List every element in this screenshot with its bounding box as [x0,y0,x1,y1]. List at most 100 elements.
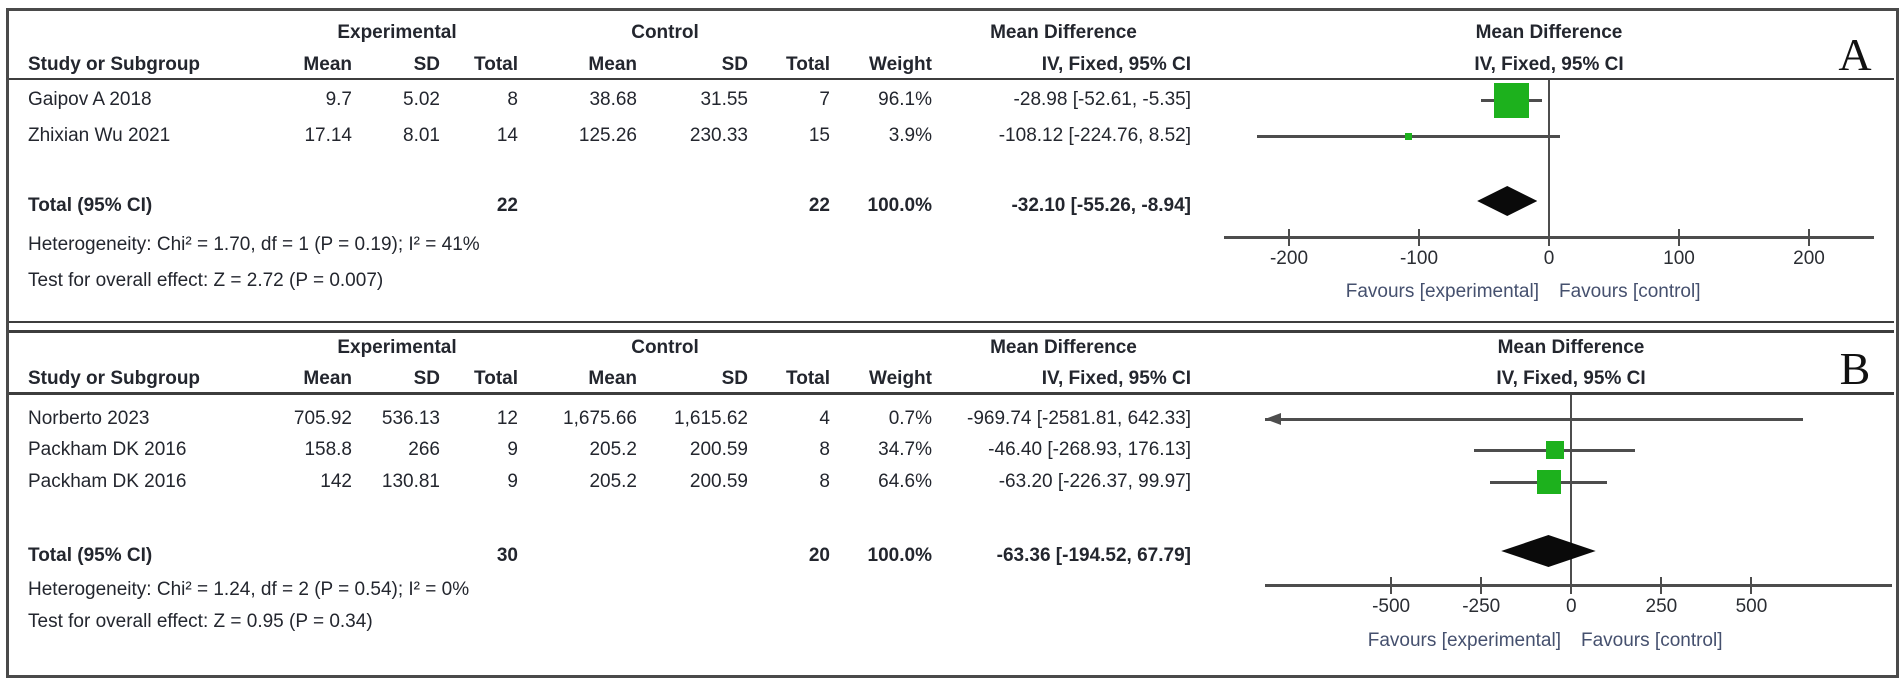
exp-total: 14 [496,125,518,146]
total-exp-n: 22 [496,195,518,216]
ctrl-mean: 125.26 [578,125,637,146]
table-row: Norberto 2023 705.92 536.13 12 1,675.66 1,615… [0,407,1210,431]
axis-tick [1390,577,1393,594]
effect-square [1404,132,1412,140]
exp-mean: 17.14 [304,125,352,146]
ctrl-sd: 31.55 [700,89,748,110]
overall-effect-text: Test for overall effect: Z = 0.95 (P = 0… [28,611,373,632]
exp-total: 9 [507,471,518,492]
column-header-exp-total: Total [474,54,518,75]
axis-tick-label: 200 [1793,248,1825,269]
exp-sd: 5.02 [403,89,440,110]
ctrl-mean: 205.2 [589,471,637,492]
header-rule [8,392,1894,395]
table-row: Gaipov A 2018 9.7 5.02 8 38.68 31.55 7 96.1% -28… [0,88,1210,112]
axis-tick [1660,577,1663,594]
ctrl-sd: 200.59 [689,471,748,492]
ctrl-mean: 205.2 [589,439,637,460]
study-name: Norberto 2023 [28,408,150,429]
column-header-exp-mean: Mean [303,368,352,389]
weight: 96.1% [878,89,932,110]
axis-tick-label: 250 [1645,596,1678,617]
exp-total: 12 [496,408,518,429]
group-header-experimental: Experimental [337,22,457,43]
effect-square [1493,82,1529,118]
column-header-ctrl-sd: SD [721,54,748,75]
ci-text: -46.40 [-268.93, 176.13] [988,439,1191,460]
ctrl-mean: 1,675.66 [563,408,637,429]
ctrl-sd: 200.59 [689,439,748,460]
table-row: Zhixian Wu 2021 17.14 8.01 14 125.26 230.33 15… [0,124,1210,148]
column-header-exp-total: Total [474,368,518,389]
total-row: Total (95% CI) 22 22 100.0% -32.10 [-55.… [0,194,1210,218]
total-ci: -32.10 [-55.26, -8.94] [1011,195,1191,216]
axis-line [1265,584,1892,587]
weight: 34.7% [878,439,932,460]
column-header-study: Study or Subgroup [28,54,201,75]
column-header-ctrl-mean: Mean [588,368,637,389]
exp-mean: 158.8 [304,439,352,460]
total-row: Total (95% CI) 30 20 100.0% -63.36 [-194… [0,544,1210,568]
axis-tick [1678,229,1680,246]
effect-column-title: Mean Difference [990,337,1137,358]
exp-mean: 9.7 [325,89,352,110]
total-label: Total (95% CI) [28,195,153,216]
heterogeneity-text: Heterogeneity: Chi² = 1.24, df = 2 (P = … [28,579,470,600]
total-weight: 100.0% [867,195,932,216]
axis-tick-label: 0 [1565,596,1577,617]
zero-line [1570,395,1573,584]
exp-sd: 266 [408,439,440,460]
effect-column-title: Mean Difference [990,22,1137,43]
ctrl-total: 4 [819,408,830,429]
exp-sd: 536.13 [381,408,440,429]
exp-sd: 130.81 [381,471,440,492]
exp-total: 9 [507,439,518,460]
axis-tick [1418,229,1420,246]
ctrl-total: 15 [808,125,830,146]
header-rule [8,78,1894,80]
ctrl-total: 8 [819,439,830,460]
column-header-study: Study or Subgroup [28,368,201,389]
heterogeneity-text: Heterogeneity: Chi² = 1.70, df = 1 (P = … [28,234,480,255]
exp-mean: 142 [320,471,352,492]
axis-tick-label: -200 [1269,248,1309,269]
study-name: Zhixian Wu 2021 [28,125,171,146]
column-header-weight: Weight [869,54,932,75]
table-row: Packham DK 2016 142 130.81 9 205.2 200.59 8 64.… [0,470,1210,494]
column-header-ctrl-mean: Mean [588,54,637,75]
weight: 0.7% [888,408,932,429]
ci-arrow-left-icon [1265,413,1281,425]
zero-line [1548,80,1550,236]
axis-tick [1570,577,1573,594]
ci-text: -108.12 [-224.76, 8.52] [998,125,1191,146]
ci-text: -28.98 [-52.61, -5.35] [1013,89,1191,110]
axis-tick-label: -250 [1462,596,1501,617]
axis-tick-label: 100 [1663,248,1695,269]
study-name: Packham DK 2016 [28,471,187,492]
plot-subtitle: IV, Fixed, 95% CI [1496,368,1646,389]
axis-tick [1750,577,1753,594]
weight: 3.9% [888,125,932,146]
total-exp-n: 30 [496,545,518,566]
total-ctrl-n: 22 [808,195,830,216]
total-ctrl-n: 20 [808,545,830,566]
column-header-weight: Weight [869,368,932,389]
column-header-exp-sd: SD [413,368,440,389]
ci-line [1265,418,1803,421]
favours-left-label: Favours [experimental] [1367,630,1561,651]
ci-text: -969.74 [-2581.81, 642.33] [967,408,1191,429]
panel-label: B [1839,343,1871,394]
ctrl-total: 7 [819,89,830,110]
column-header-exp-sd: SD [413,54,440,75]
axis-tick-label: -100 [1399,248,1439,269]
axis-tick [1548,229,1550,246]
group-header-control: Control [631,337,699,358]
favours-left-label: Favours [experimental] [1345,281,1539,302]
weight: 64.6% [878,471,932,492]
plot-title: Mean Difference [1497,337,1645,358]
overall-effect-text: Test for overall effect: Z = 2.72 (P = 0… [28,270,384,291]
exp-sd: 8.01 [403,125,440,146]
ctrl-total: 8 [819,471,830,492]
group-header-control: Control [631,22,699,43]
